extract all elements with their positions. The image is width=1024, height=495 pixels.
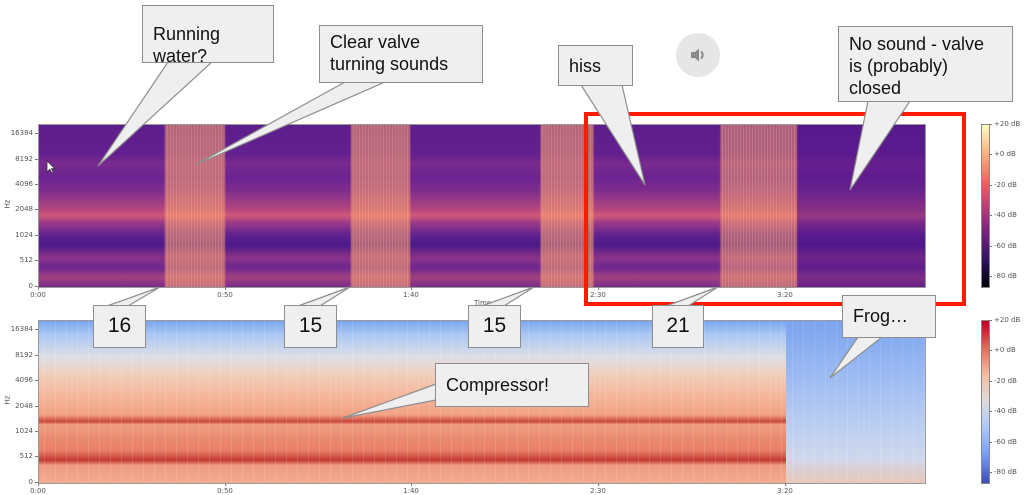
ytick: 8192 <box>3 155 38 163</box>
ytick: 512 <box>3 256 38 264</box>
callout-count-16: 16 <box>93 305 146 348</box>
xtick: 1:40 <box>403 483 419 495</box>
ytick: 0 <box>3 282 38 290</box>
callout-text: Frog… <box>853 306 909 326</box>
callout-text: closed <box>849 78 902 98</box>
ytick: 16384 <box>3 325 38 333</box>
ytick: 1024 <box>3 231 38 239</box>
callout-no-sound: No sound - valve is (probably) closed <box>838 26 1013 102</box>
callout-text: 21 <box>666 314 690 337</box>
cbtick: +20 dB <box>989 316 1020 324</box>
cbtick: -80 dB <box>989 272 1017 280</box>
top-spectrogram <box>38 124 926 288</box>
ytick: 4096 <box>3 180 38 188</box>
cbtick: -40 dB <box>989 211 1017 219</box>
cbtick: -60 dB <box>989 438 1017 446</box>
xtick: 0:00 <box>30 483 46 495</box>
callout-text: Compressor! <box>446 375 550 395</box>
cbtick: -20 dB <box>989 377 1017 385</box>
callout-count-21: 21 <box>652 305 704 348</box>
callout-valve-sounds: Clear valve turning sounds <box>319 25 483 83</box>
callout-text: 15 <box>482 314 507 337</box>
ytick: 2048 <box>3 402 38 410</box>
callout-text: No sound - valve <box>849 34 985 54</box>
callout-text: turning sounds <box>330 54 449 74</box>
callout-count-15a: 15 <box>284 305 337 348</box>
xtick: 3:20 <box>777 287 793 299</box>
cbtick: +0 dB <box>989 346 1016 354</box>
cbtick: -20 dB <box>989 181 1017 189</box>
ytick: 8192 <box>3 351 38 359</box>
mouse-cursor-icon <box>46 160 56 174</box>
callout-text: is (probably) <box>849 56 949 76</box>
xtick: 0:50 <box>217 483 233 495</box>
xtick: 0:50 <box>217 287 233 299</box>
callout-text: 16 <box>107 314 132 337</box>
xtick: 0:00 <box>30 287 46 299</box>
callout-text: 15 <box>298 314 323 337</box>
ytick: 2048 <box>3 205 38 213</box>
cbtick: +20 dB <box>989 120 1020 128</box>
callout-text: Clear valve <box>330 32 421 52</box>
callout-text: Running water? <box>153 24 221 66</box>
callout-compressor: Compressor! <box>435 363 589 407</box>
xtick: 1:40 <box>403 287 419 299</box>
xtick: 2:30 <box>590 483 606 495</box>
callout-count-15b: 15 <box>468 305 521 348</box>
speaker-button[interactable] <box>676 33 720 77</box>
ytick: 1024 <box>3 427 38 435</box>
callout-running-water: Running water? <box>142 5 274 66</box>
xtick: 3:20 <box>777 483 793 495</box>
speaker-volume-icon <box>691 48 704 62</box>
ytick: 0 <box>3 478 38 486</box>
cbtick: -80 dB <box>989 468 1017 476</box>
ytick: 512 <box>3 452 38 460</box>
top-colorbar <box>981 124 990 288</box>
ytick: 4096 <box>3 376 38 384</box>
xtick: 2:30 <box>590 287 606 299</box>
bottom-colorbar <box>981 320 990 484</box>
cbtick: -40 dB <box>989 407 1017 415</box>
callout-frog: Frog… <box>842 295 936 338</box>
callout-text: hiss <box>569 56 602 76</box>
cbtick: +0 dB <box>989 150 1016 158</box>
cbtick: -60 dB <box>989 242 1017 250</box>
ytick: 16384 <box>3 129 38 137</box>
highlight-box <box>584 112 966 306</box>
callout-hiss: hiss <box>558 45 633 86</box>
